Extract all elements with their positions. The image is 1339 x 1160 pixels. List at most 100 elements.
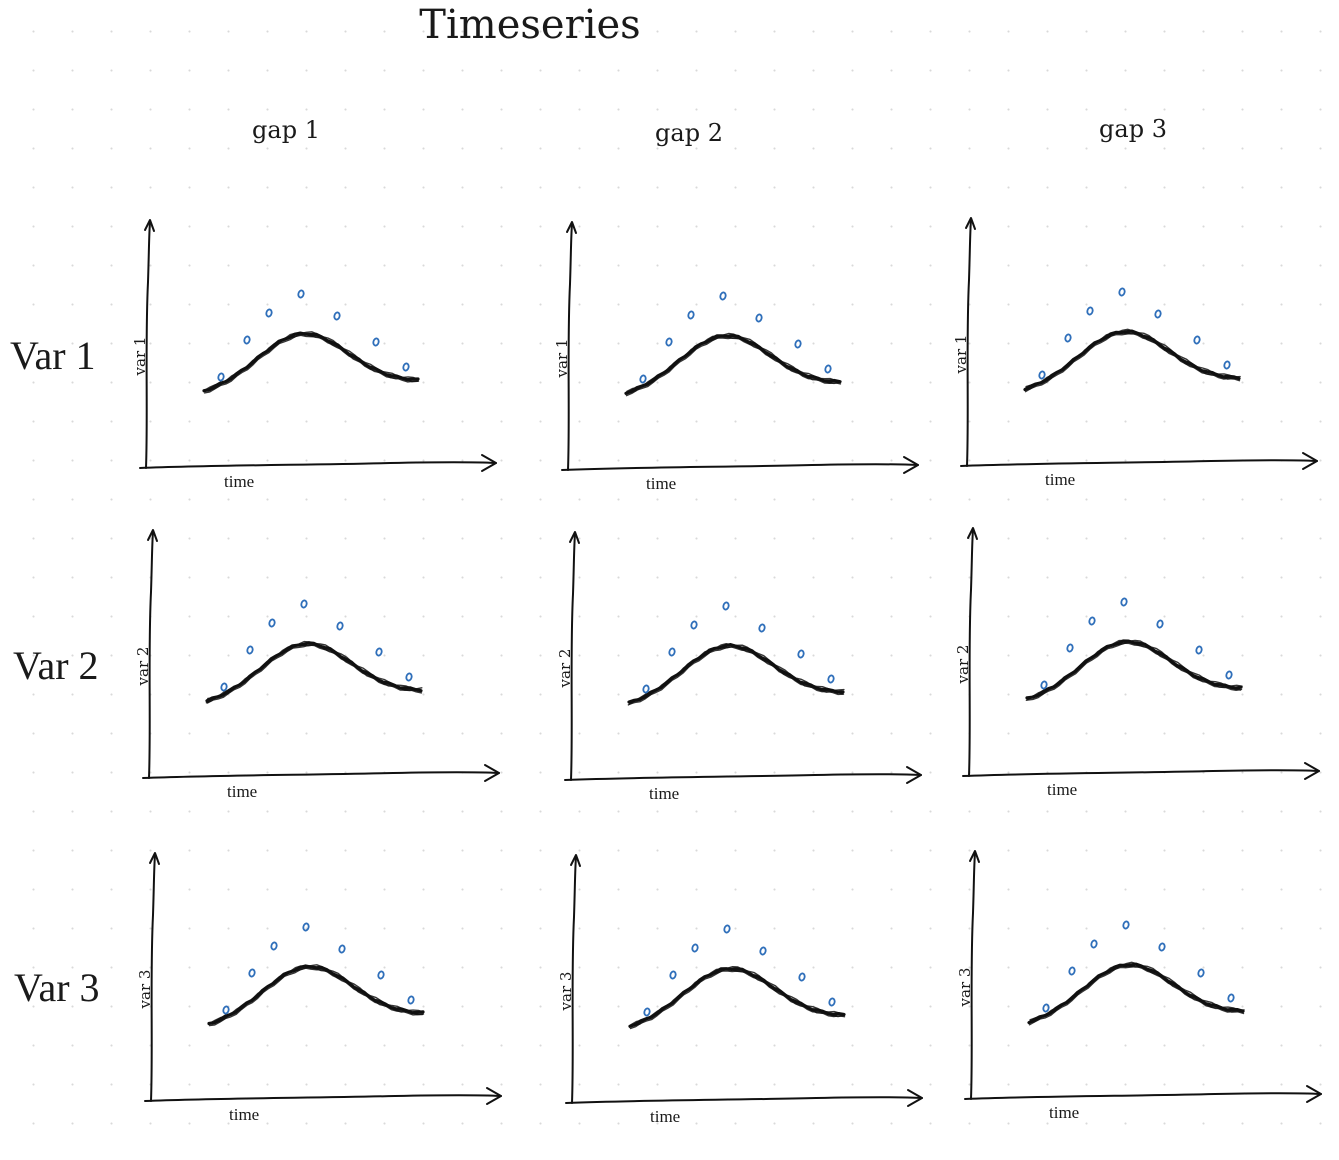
sketch-plot xyxy=(565,854,923,1107)
trend-curve xyxy=(627,645,844,706)
trend-curve xyxy=(209,964,425,1024)
data-point xyxy=(243,335,251,345)
trend-curve xyxy=(629,643,845,702)
data-point xyxy=(1068,966,1076,976)
y-axis-label: var 1 xyxy=(131,336,149,376)
column-header-gap-3: gap 3 xyxy=(1099,115,1167,143)
data-point xyxy=(798,972,806,982)
trend-curve xyxy=(629,970,846,1030)
x-axis-label: time xyxy=(649,784,680,803)
trend-curve xyxy=(204,331,420,391)
data-point xyxy=(1156,619,1164,629)
data-point xyxy=(1158,942,1166,952)
panel-var1-gap1: var 1 time xyxy=(130,212,500,502)
y-axis-line xyxy=(148,531,154,779)
y-axis-label: var 1 xyxy=(553,338,571,378)
trend-curve xyxy=(630,966,846,1026)
x-axis-arrowhead xyxy=(484,764,500,782)
data-point xyxy=(1118,287,1126,297)
trend-curve xyxy=(624,334,842,395)
y-axis-arrowhead xyxy=(570,854,581,867)
data-point xyxy=(1197,968,1205,978)
trend-curve xyxy=(202,333,419,392)
x-axis-label: time xyxy=(1047,780,1078,799)
x-axis-arrowhead xyxy=(906,766,922,784)
sketch-plot xyxy=(142,529,500,782)
trend-curve xyxy=(627,643,845,704)
x-axis-line xyxy=(564,773,922,781)
sketch-plot xyxy=(564,531,922,784)
x-axis-arrowhead xyxy=(1306,1085,1322,1103)
data-point xyxy=(1154,309,1162,319)
y-axis-line xyxy=(145,221,151,469)
data-point xyxy=(794,339,802,349)
sketch-plot xyxy=(144,852,502,1105)
y-axis-label: var 3 xyxy=(136,969,154,1009)
data-point xyxy=(302,922,310,932)
x-axis-line xyxy=(139,461,497,469)
data-point xyxy=(297,289,305,299)
x-axis-label: time xyxy=(229,1105,260,1124)
data-point xyxy=(639,374,647,384)
data-point xyxy=(1120,597,1128,607)
column-header-gap-1: gap 1 xyxy=(252,116,320,144)
trend-curve xyxy=(625,337,842,397)
data-point xyxy=(719,291,727,301)
data-point xyxy=(755,313,763,323)
x-axis-line xyxy=(964,1092,1322,1100)
row-header-var-3: Var 3 xyxy=(14,965,100,1010)
data-point xyxy=(758,623,766,633)
panel-var2-gap3: var 2 time xyxy=(953,520,1323,810)
column-header-gap-2: gap 2 xyxy=(655,119,723,147)
x-axis-line xyxy=(561,463,919,471)
data-point xyxy=(1122,920,1130,930)
trend-curve xyxy=(1024,332,1241,393)
diagram-title: Timeseries xyxy=(419,2,641,48)
x-axis-label: time xyxy=(1045,470,1076,489)
y-axis-label: var 1 xyxy=(952,334,970,374)
data-point xyxy=(828,997,836,1007)
trend-curve xyxy=(1027,964,1244,1024)
data-point xyxy=(1064,333,1072,343)
trend-curve xyxy=(1025,639,1243,700)
data-point xyxy=(643,1007,651,1017)
sketch-plot xyxy=(962,527,1320,780)
data-point xyxy=(1193,335,1201,345)
x-axis-label: time xyxy=(1049,1103,1080,1122)
x-axis-arrowhead xyxy=(1304,762,1320,780)
trend-curve xyxy=(1025,641,1242,701)
sketch-plot xyxy=(964,850,1322,1103)
sketch-plot xyxy=(139,219,497,472)
data-point xyxy=(333,311,341,321)
y-axis-arrowhead xyxy=(144,219,155,232)
data-point xyxy=(827,674,835,684)
data-point xyxy=(687,310,695,320)
trend-curve xyxy=(203,334,420,394)
data-point xyxy=(1086,306,1094,316)
x-axis-arrowhead xyxy=(1302,452,1318,470)
data-point xyxy=(642,684,650,694)
data-point xyxy=(1225,670,1233,680)
trend-curve xyxy=(628,646,845,705)
y-axis-label: var 2 xyxy=(556,648,574,688)
x-axis-label: time xyxy=(227,782,258,801)
trend-curve xyxy=(1025,328,1241,388)
y-axis-arrowhead xyxy=(967,527,978,540)
x-axis-arrowhead xyxy=(481,454,497,472)
data-point xyxy=(669,970,677,980)
x-axis-line xyxy=(144,1094,502,1102)
data-point xyxy=(722,601,730,611)
data-point xyxy=(723,924,731,934)
data-point xyxy=(1066,643,1074,653)
y-axis-line xyxy=(966,219,972,467)
data-point xyxy=(338,944,346,954)
data-point xyxy=(217,372,225,382)
data-point xyxy=(691,943,699,953)
y-axis-line xyxy=(567,223,573,471)
data-point xyxy=(407,995,415,1005)
data-point xyxy=(1195,645,1203,655)
data-point xyxy=(336,621,344,631)
data-point xyxy=(300,599,308,609)
x-axis-line xyxy=(565,1096,923,1104)
